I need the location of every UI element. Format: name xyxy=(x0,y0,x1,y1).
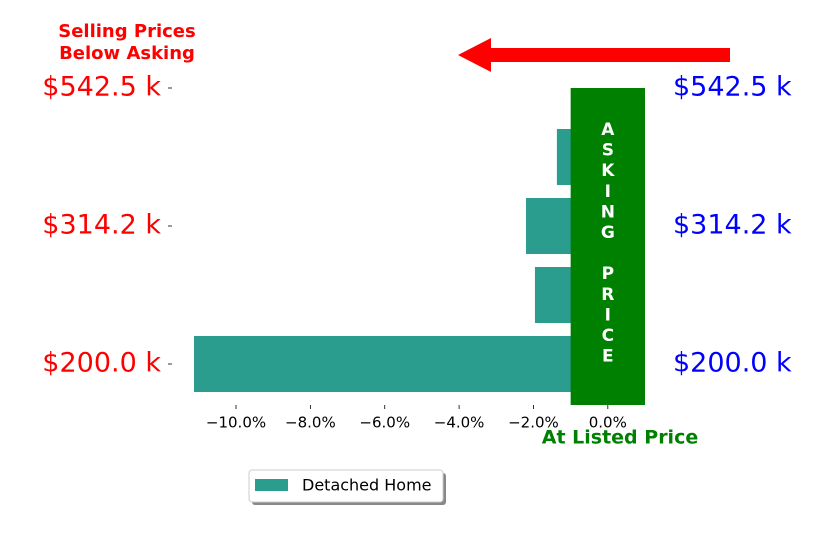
y-tick-label: $200.0 k xyxy=(42,348,161,379)
legend-swatch xyxy=(255,479,288,491)
y-tick-label-right: $200.0 k xyxy=(673,348,792,379)
x-tick-label: −8.0% xyxy=(285,414,336,432)
asking-band xyxy=(570,88,645,405)
x-tick-label: −2.0% xyxy=(508,414,559,432)
band-caption: At Listed Price xyxy=(542,427,698,449)
x-tick-label: −4.0% xyxy=(434,414,485,432)
legend xyxy=(248,469,444,503)
x-tick-label: −6.0% xyxy=(359,414,410,432)
y-tick-label-right: $542.5 k xyxy=(673,72,792,103)
annotation: Below Asking xyxy=(59,43,195,64)
y-tick-label-right: $314.2 k xyxy=(673,210,792,241)
x-tick-label: −10.0% xyxy=(206,414,266,432)
y-tick-label: $542.5 k xyxy=(42,72,161,103)
x-tick-label: 0.0% xyxy=(589,414,627,432)
y-tick-label: $314.2 k xyxy=(42,210,161,241)
bar xyxy=(194,336,608,392)
legend-label: Detached Home xyxy=(302,476,432,495)
arrow-head xyxy=(458,38,491,72)
annotation: Selling Prices xyxy=(58,21,195,42)
